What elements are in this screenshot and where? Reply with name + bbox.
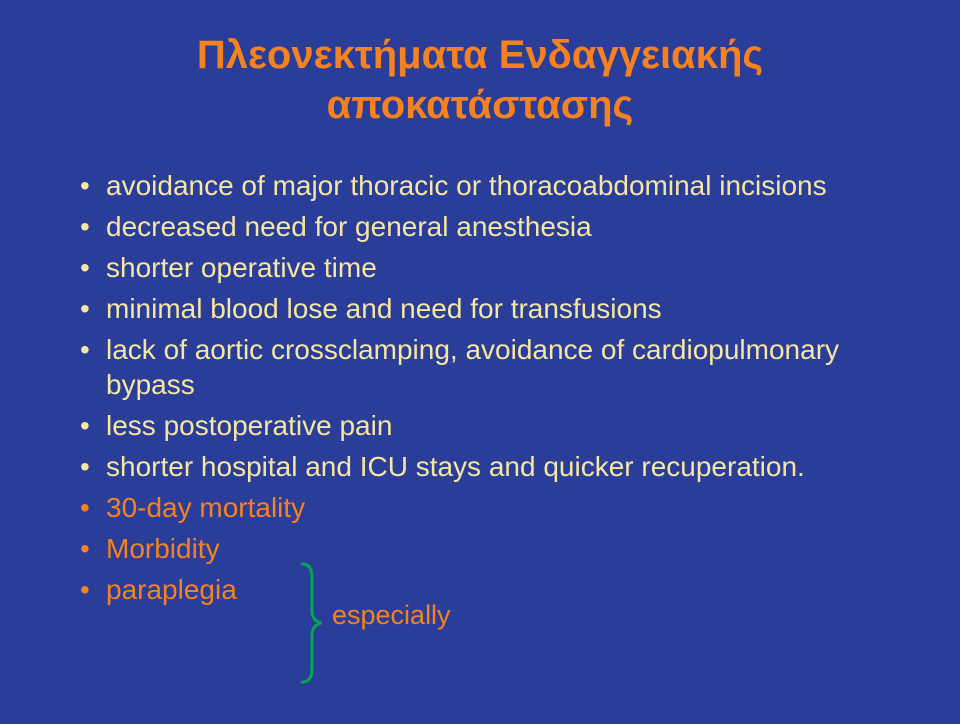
list-item: lack of aortic crossclamping, avoidance … — [80, 332, 890, 402]
annotation-label: especially — [332, 600, 451, 631]
list-item: decreased need for general anesthesia — [80, 209, 890, 244]
list-item: avoidance of major thoracic or thoracoab… — [80, 168, 890, 203]
bullet-text: shorter hospital and ICU stays and quick… — [106, 451, 805, 482]
bullet-text: 30-day mortality — [106, 492, 305, 523]
list-item-highlight: Morbidity — [80, 531, 890, 566]
bullet-text: decreased need for general anesthesia — [106, 211, 592, 242]
bullet-text: shorter operative time — [106, 252, 377, 283]
bullet-text: minimal blood lose and need for transfus… — [106, 293, 662, 324]
list-item: minimal blood lose and need for transfus… — [80, 291, 890, 326]
list-item: shorter operative time — [80, 250, 890, 285]
bullet-list: avoidance of major thoracic or thoracoab… — [80, 168, 890, 607]
bullet-text: paraplegia — [106, 574, 237, 605]
list-item: less postoperative pain — [80, 408, 890, 443]
brace-icon — [296, 560, 326, 686]
title-line-1: Πλεονεκτήματα Ενδαγγειακής — [70, 30, 890, 80]
slide: Πλεονεκτήματα Ενδαγγειακής αποκατάστασης… — [0, 0, 960, 724]
list-item: shorter hospital and ICU stays and quick… — [80, 449, 890, 484]
list-item-highlight: 30-day mortality — [80, 490, 890, 525]
bullet-text: lack of aortic crossclamping, avoidance … — [106, 334, 839, 400]
title-line-2: αποκατάστασης — [70, 80, 890, 130]
slide-title: Πλεονεκτήματα Ενδαγγειακής αποκατάστασης — [70, 30, 890, 130]
bullet-text: less postoperative pain — [106, 410, 392, 441]
list-item-highlight: paraplegia — [80, 572, 890, 607]
bullet-text: avoidance of major thoracic or thoracoab… — [106, 170, 827, 201]
bullet-text: Morbidity — [106, 533, 220, 564]
